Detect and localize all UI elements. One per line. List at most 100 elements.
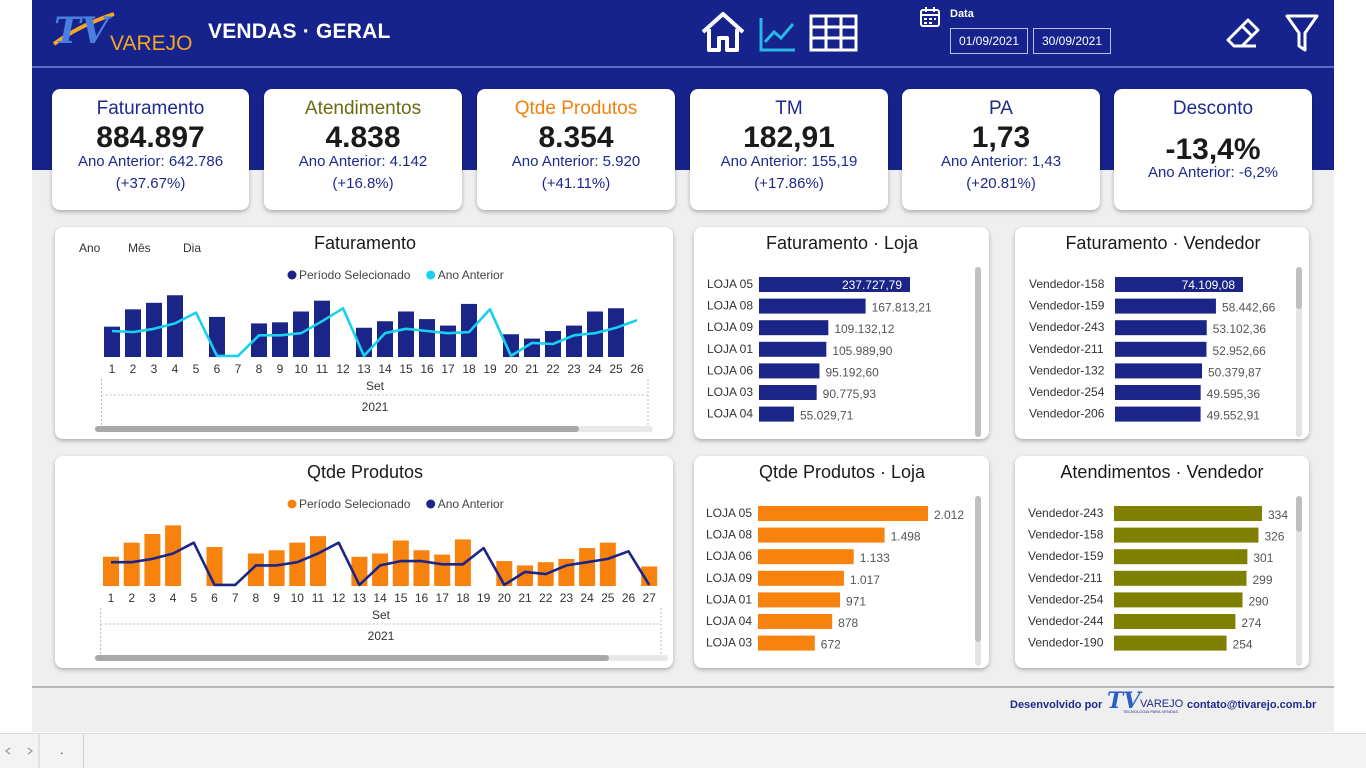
category-label: LOJA 04: [707, 407, 753, 421]
category-label: LOJA 08: [707, 299, 753, 313]
home-icon[interactable]: [698, 10, 748, 54]
filter-icon[interactable]: [1284, 12, 1320, 54]
logo-swoosh-icon: [52, 12, 115, 46]
x-tick-label: 22: [539, 591, 553, 605]
chart-bar: [1115, 341, 1207, 357]
kpi-title: Atendimentos: [304, 98, 422, 119]
data-label: 237.727,79: [842, 278, 902, 292]
category-label: Vendedor-159: [1028, 549, 1104, 563]
vertical-scrollbar-track: [1296, 496, 1302, 666]
x-tick-label: 14: [373, 591, 387, 605]
x-tick-label: 1: [108, 591, 115, 605]
data-label: 49.552,91: [1207, 409, 1261, 423]
vertical-scrollbar-track: [1296, 267, 1302, 437]
date-start-input[interactable]: 01/09/2021: [950, 28, 1028, 54]
page-title: VENDAS · GERAL: [208, 20, 391, 43]
category-label: LOJA 09: [706, 571, 752, 585]
category-label: LOJA 03: [707, 385, 753, 399]
data-label: 2.012: [934, 508, 964, 522]
chart-bar: [758, 592, 841, 608]
x-tick-label: 8: [253, 591, 260, 605]
legend-label: Ano Anterior: [438, 268, 504, 282]
footer-logo: TV VAREJO TECNOLOGIA PARA VENDAS: [1105, 688, 1185, 716]
bottom-status-bar: .: [0, 733, 1366, 768]
kpi-card-pa: PA 1,73 Ano Anterior: 1,43 (+20.81%): [902, 89, 1100, 210]
page-nav-arrows-icon[interactable]: [0, 734, 40, 768]
x-tick-label: 10: [291, 591, 305, 605]
category-label: LOJA 05: [706, 506, 752, 520]
x-tick-label: 23: [567, 362, 581, 376]
chart-bar: [758, 614, 833, 629]
drill-mes-button: Mês: [128, 241, 151, 255]
x-tick-label: 24: [580, 591, 594, 605]
x-tick-label: 4: [172, 362, 179, 376]
vertical-scrollbar-thumb[interactable]: [1296, 267, 1302, 309]
category-label: LOJA 01: [707, 342, 753, 356]
category-label: Vendedor-158: [1029, 277, 1105, 291]
data-label: 274: [1241, 616, 1261, 630]
x-tick-label: 14: [378, 362, 392, 376]
data-label: 301: [1253, 551, 1273, 565]
qtde-produtos-daily-chart: Qtde Produtos Período Selecionado Ano Ante…: [95, 462, 668, 661]
category-label: Vendedor-211: [1029, 342, 1104, 356]
chart-title: Qtde Produtos: [307, 462, 423, 482]
data-label: 58.442,66: [1222, 301, 1276, 315]
horizontal-scrollbar-thumb[interactable]: [95, 655, 609, 661]
line-chart-icon[interactable]: [757, 10, 797, 54]
horizontal-scrollbar-thumb[interactable]: [95, 426, 579, 432]
kpi-previous-year: Ano Anterior: -6,2%: [1147, 164, 1279, 181]
category-label: LOJA 06: [706, 549, 752, 563]
x-tick-label: 17: [436, 591, 450, 605]
legend-marker: [287, 499, 297, 509]
chart-title: Faturamento: [314, 233, 416, 253]
chart-bar: [103, 556, 119, 586]
drill-ano-button: Ano: [79, 241, 101, 255]
calendar-icon: [919, 6, 941, 28]
legend-marker: [287, 270, 297, 280]
x-tick-label: 15: [399, 362, 413, 376]
chart-bar: [434, 554, 451, 586]
chart-bar: [167, 295, 183, 357]
chart-bar: [268, 550, 285, 586]
chart-bar: [758, 570, 844, 586]
table-icon[interactable]: [809, 10, 859, 54]
chart-bar: [758, 527, 885, 543]
category-label: LOJA 09: [707, 320, 753, 334]
category-label: Vendedor-254: [1028, 592, 1104, 606]
kpi-change: (+16.8%): [332, 175, 394, 192]
x-tick-label: 11: [312, 591, 325, 605]
x-tick-label: 5: [193, 362, 200, 376]
chart-bar: [247, 553, 264, 586]
x-tick-label: 5: [190, 591, 197, 605]
category-label: Vendedor-254: [1029, 385, 1105, 399]
x-tick-label: 3: [151, 362, 158, 376]
x-tick-label: 20: [504, 362, 518, 376]
footer-email-link[interactable]: contato@tivarejo.com.br: [1187, 699, 1317, 711]
data-label: 254: [1233, 638, 1253, 652]
x-tick-label: 16: [420, 362, 434, 376]
chart-bar: [758, 506, 928, 521]
chart-bar: [251, 323, 267, 357]
legend-marker: [426, 270, 436, 280]
kpi-title: Faturamento: [96, 98, 205, 119]
x-tick-label: 18: [456, 591, 470, 605]
x-tick-label: 13: [353, 591, 367, 605]
chart-bar: [206, 547, 223, 586]
category-label: Vendedor-206: [1029, 407, 1105, 421]
series-line: [111, 307, 638, 358]
vertical-scrollbar-thumb[interactable]: [975, 267, 981, 437]
kpi-value: 884.897: [96, 121, 205, 154]
eraser-icon[interactable]: [1224, 16, 1260, 52]
data-label: 971: [846, 594, 866, 608]
x-tick-label: 2: [130, 362, 137, 376]
data-label: 1.017: [850, 573, 880, 587]
footer-divider: [32, 686, 1334, 688]
date-end-input[interactable]: 30/09/2021: [1033, 28, 1111, 54]
kpi-previous-year: Ano Anterior: 4.142: [298, 153, 428, 170]
x-tick-label: 7: [232, 591, 239, 605]
footer-logo-tagline: TECNOLOGIA PARA VENDAS: [1123, 709, 1179, 714]
vertical-scrollbar-thumb[interactable]: [1296, 496, 1302, 532]
kpi-title: Qtde Produtos: [514, 98, 638, 119]
vertical-scrollbar-thumb[interactable]: [975, 496, 981, 642]
chart-bar: [1115, 363, 1203, 379]
